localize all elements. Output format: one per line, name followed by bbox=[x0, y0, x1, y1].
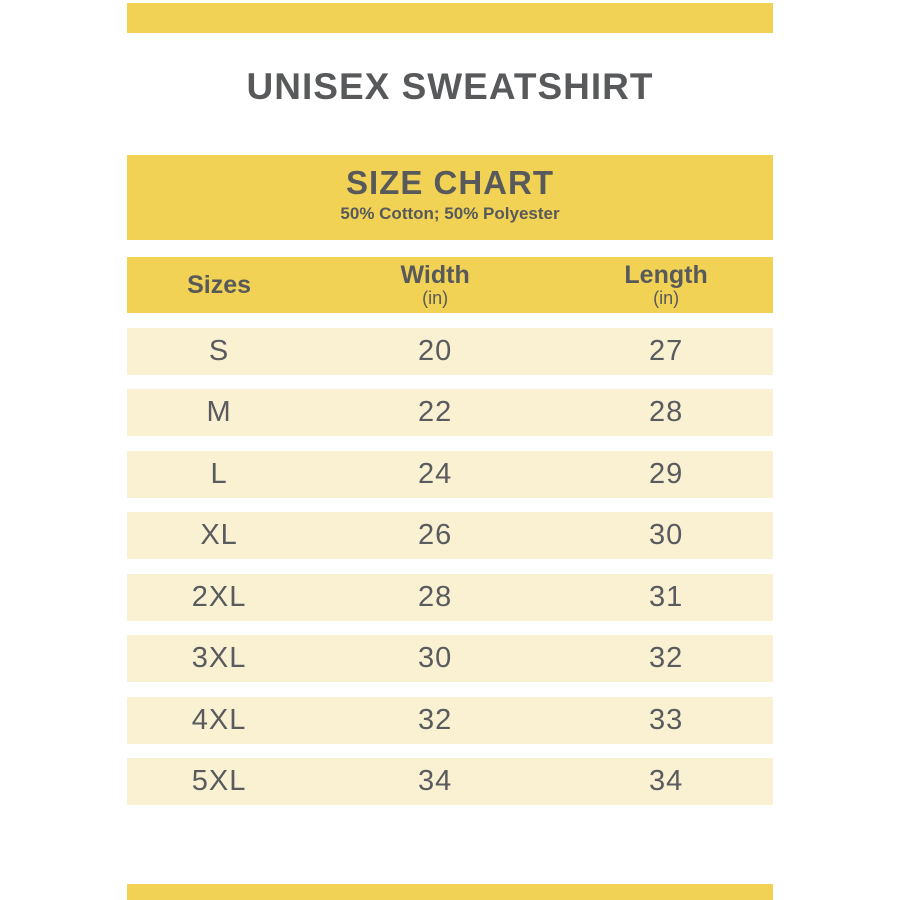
table-row: 3XL 30 32 bbox=[127, 635, 773, 683]
length-cell: 28 bbox=[648, 396, 684, 429]
size-cell: L bbox=[210, 457, 228, 490]
size-chart-title: SIZE CHART bbox=[346, 164, 554, 201]
length-cell: 33 bbox=[648, 703, 684, 736]
width-cell: 22 bbox=[418, 396, 453, 429]
size-chart-header: SIZE CHART 50% Cotton; 50% Polyester bbox=[127, 155, 773, 240]
size-cell: 5XL bbox=[191, 764, 247, 797]
table-row: S 20 27 bbox=[127, 328, 773, 375]
size-chart-material: 50% Cotton; 50% Polyester bbox=[340, 204, 560, 223]
length-cell: 27 bbox=[648, 335, 684, 367]
column-header-length: Length (in) bbox=[559, 262, 773, 308]
size-cell: 4XL bbox=[191, 703, 247, 736]
length-cell: 34 bbox=[648, 764, 684, 797]
bottom-accent-bar bbox=[127, 884, 773, 900]
product-title: UNISEX SWEATSHIRT bbox=[246, 66, 654, 107]
width-cell: 34 bbox=[418, 764, 453, 797]
top-accent-bar bbox=[127, 3, 773, 33]
length-cell: 29 bbox=[648, 457, 684, 490]
length-cell: 31 bbox=[648, 580, 684, 613]
size-cell: XL bbox=[200, 519, 238, 552]
length-label: Length bbox=[624, 261, 708, 289]
length-unit-label: (in) bbox=[653, 288, 680, 308]
table-row: XL 26 30 bbox=[127, 512, 773, 560]
table-row: 4XL 32 33 bbox=[127, 696, 773, 744]
width-cell: 26 bbox=[418, 519, 453, 552]
width-cell: 32 bbox=[418, 703, 453, 736]
length-cell: 30 bbox=[648, 519, 684, 552]
size-cell: 2XL bbox=[191, 580, 247, 613]
table-row: 5XL 34 34 bbox=[127, 757, 773, 805]
column-header-sizes: Sizes bbox=[127, 270, 311, 299]
table-row: M 22 28 bbox=[127, 389, 773, 437]
size-cell: S bbox=[208, 335, 230, 367]
table-row: L 24 29 bbox=[127, 450, 773, 498]
size-cell: 3XL bbox=[191, 642, 247, 675]
width-cell: 24 bbox=[418, 457, 453, 490]
width-cell: 20 bbox=[418, 335, 453, 367]
column-header-width: Width (in) bbox=[311, 262, 559, 308]
sizes-label: Sizes bbox=[187, 270, 252, 299]
length-cell: 32 bbox=[648, 642, 684, 675]
table-header-row: Sizes Width (in) Length (in) bbox=[127, 257, 773, 313]
width-unit-label: (in) bbox=[422, 288, 449, 308]
size-cell: M bbox=[206, 396, 232, 429]
size-table-body: S 20 27 M 22 28 L 24 29 XL 26 30 2XL 28 … bbox=[127, 328, 773, 805]
table-row: 2XL 28 31 bbox=[127, 573, 773, 621]
width-cell: 28 bbox=[418, 580, 453, 613]
width-cell: 30 bbox=[418, 642, 453, 675]
width-label: Width bbox=[400, 261, 470, 289]
